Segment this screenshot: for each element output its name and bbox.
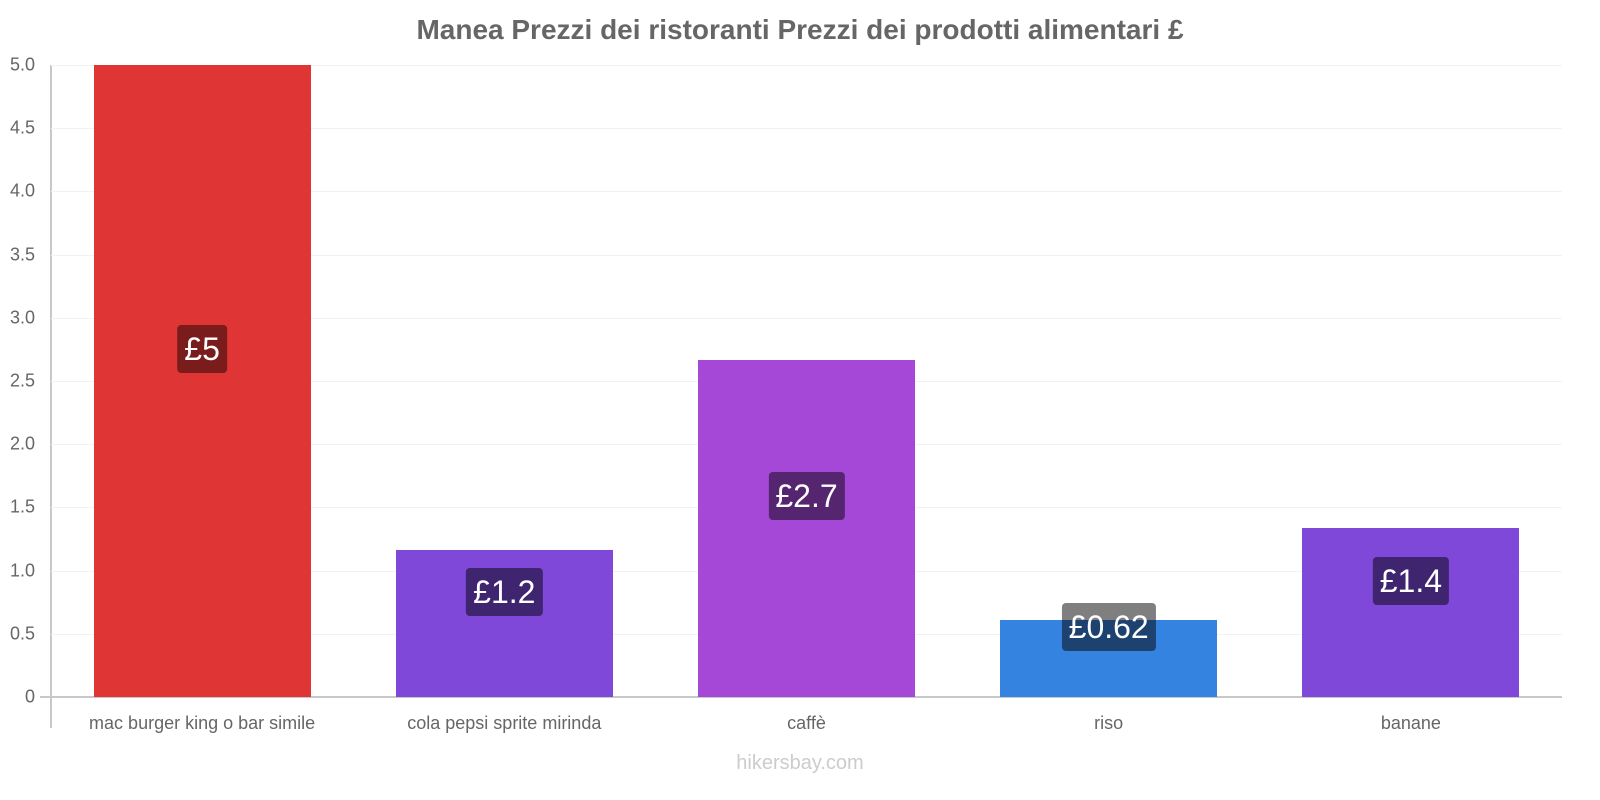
gridline — [51, 128, 1562, 130]
bar-2[interactable] — [698, 359, 915, 697]
y-tick-label: 4.0 — [9, 180, 35, 201]
watermark: hikersbay.com — [736, 752, 864, 774]
bar-value-label: £2.7 — [768, 472, 845, 520]
x-tick-label: mac burger king o bar simile — [89, 713, 316, 733]
y-tick-label: 0 — [24, 686, 35, 707]
bar-value-label: £1.4 — [1372, 557, 1450, 605]
x-tick-label: caffè — [787, 713, 826, 733]
gridline — [51, 191, 1562, 193]
bar-value-label: £1.2 — [466, 568, 543, 616]
x-tick-label: cola pepsi sprite mirinda — [407, 713, 602, 733]
chart-title: Manea Prezzi dei ristoranti Prezzi dei p… — [416, 14, 1184, 45]
gridline — [51, 65, 1562, 66]
bar-value-label: £5 — [177, 325, 227, 373]
x-tick-label: riso — [1094, 713, 1124, 733]
y-tick-label: 2.0 — [9, 433, 35, 454]
y-tick-label: 0.5 — [9, 623, 35, 644]
x-tick-label: banane — [1380, 713, 1441, 733]
y-tick-label: 3.0 — [9, 307, 35, 328]
bar-value-label: £0.62 — [1061, 603, 1156, 651]
bar-4[interactable] — [1302, 527, 1520, 697]
y-tick-label: 1.5 — [9, 496, 35, 517]
gridline — [51, 254, 1562, 256]
y-tick-label: 2.5 — [9, 370, 35, 391]
y-axis-line — [50, 65, 52, 728]
y-tick-label: 3.5 — [9, 244, 35, 265]
x-axis-line — [40, 696, 1562, 698]
gridline — [51, 317, 1562, 319]
y-tick-label: 1.0 — [9, 560, 35, 581]
bar-0[interactable] — [93, 65, 311, 697]
y-tick-label: 5.0 — [9, 54, 35, 75]
y-tick-label: 4.5 — [9, 117, 35, 138]
